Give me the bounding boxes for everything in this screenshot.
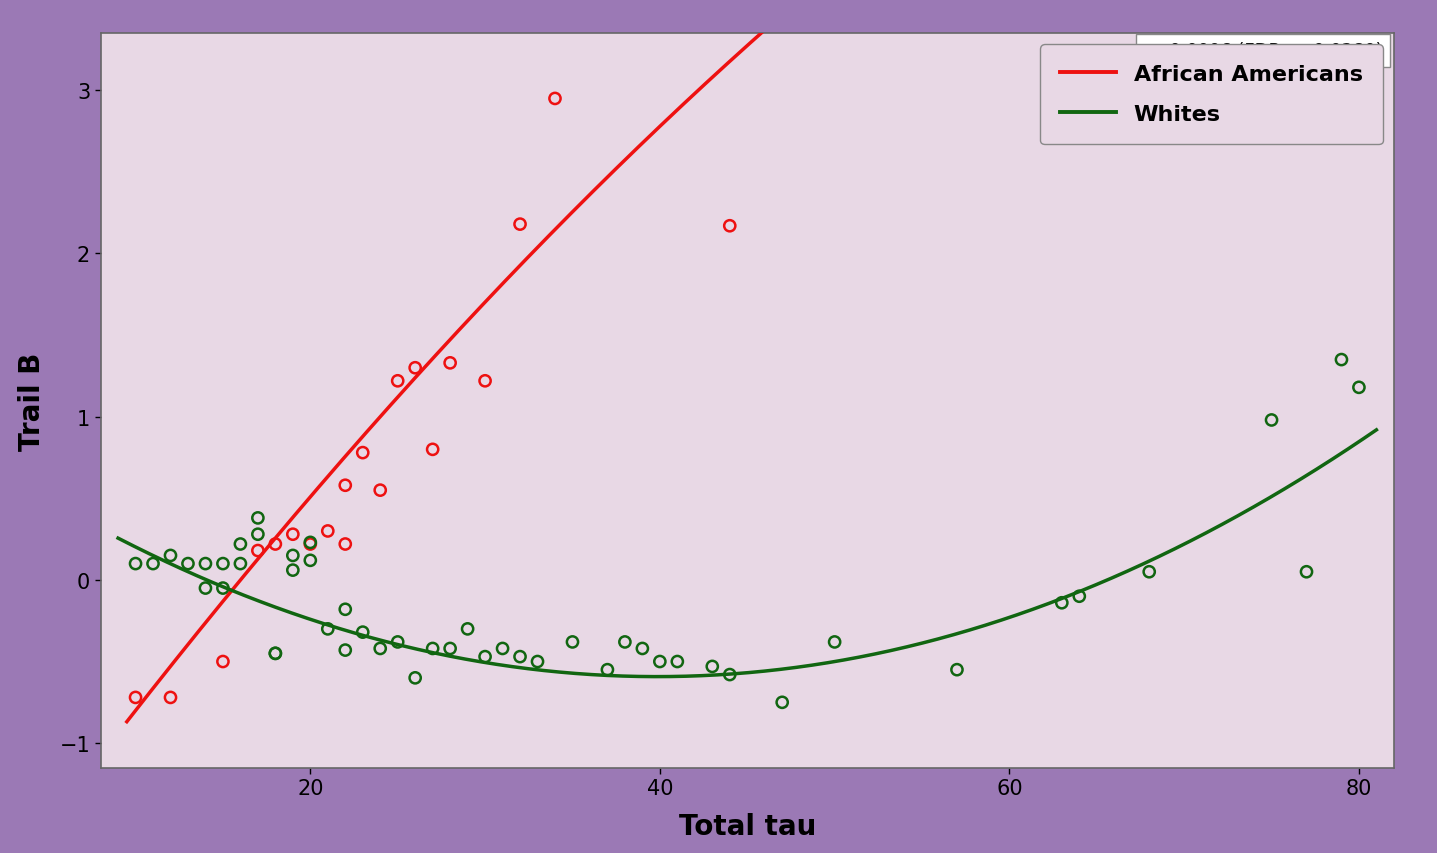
Point <box>1138 566 1161 579</box>
Point <box>333 479 356 492</box>
Point <box>404 362 427 375</box>
Point <box>701 660 724 674</box>
Point <box>264 537 287 551</box>
Point <box>124 691 147 705</box>
Point <box>1295 566 1318 579</box>
Point <box>1331 353 1354 367</box>
Point <box>404 671 427 685</box>
Point <box>474 374 497 388</box>
Point <box>316 525 339 538</box>
Point <box>614 635 637 649</box>
Point <box>160 691 182 705</box>
Point <box>369 484 392 497</box>
Point <box>648 655 671 669</box>
Point <box>211 655 234 669</box>
Text: p=0.0006 (FDR p=0.0280): p=0.0006 (FDR p=0.0280) <box>1144 43 1382 61</box>
Point <box>211 557 234 571</box>
Point <box>246 528 269 542</box>
Point <box>228 537 251 551</box>
Point <box>264 647 287 660</box>
Point <box>333 603 356 617</box>
Point <box>596 663 619 676</box>
Point <box>282 528 305 542</box>
Point <box>946 663 969 676</box>
Point <box>246 544 269 558</box>
Point <box>211 582 234 595</box>
Point <box>823 635 846 649</box>
Point <box>299 536 322 549</box>
Point <box>526 655 549 669</box>
Point <box>438 357 461 370</box>
Point <box>631 641 654 655</box>
Point <box>333 643 356 657</box>
Point <box>228 557 251 571</box>
Point <box>124 557 147 571</box>
Point <box>718 668 741 682</box>
Point <box>770 696 793 710</box>
Point <box>456 623 479 636</box>
Point <box>282 564 305 577</box>
Point <box>1050 596 1073 610</box>
Point <box>1260 414 1283 427</box>
Point <box>299 554 322 567</box>
Point <box>141 557 164 571</box>
Point <box>387 374 410 388</box>
Point <box>1348 381 1371 395</box>
Point <box>177 557 200 571</box>
Point <box>299 537 322 551</box>
X-axis label: Total tau: Total tau <box>678 812 816 840</box>
Y-axis label: Trail B: Trail B <box>17 351 46 450</box>
Point <box>421 443 444 456</box>
Point <box>246 512 269 525</box>
Point <box>491 641 514 655</box>
Point <box>351 625 374 639</box>
Point <box>1068 589 1091 603</box>
Point <box>665 655 688 669</box>
Legend: African Americans, Whites: African Americans, Whites <box>1040 45 1382 145</box>
Point <box>718 220 741 234</box>
Point <box>264 647 287 660</box>
Point <box>282 549 305 563</box>
Point <box>351 446 374 460</box>
Point <box>316 623 339 636</box>
Point <box>543 92 566 106</box>
Point <box>509 650 532 664</box>
Point <box>474 650 497 664</box>
Point <box>194 582 217 595</box>
Point <box>438 641 461 655</box>
Point <box>160 549 182 563</box>
Point <box>421 641 444 655</box>
Point <box>333 537 356 551</box>
Point <box>560 635 583 649</box>
Point <box>194 557 217 571</box>
Point <box>369 641 392 655</box>
Point <box>509 218 532 232</box>
Point <box>387 635 410 649</box>
